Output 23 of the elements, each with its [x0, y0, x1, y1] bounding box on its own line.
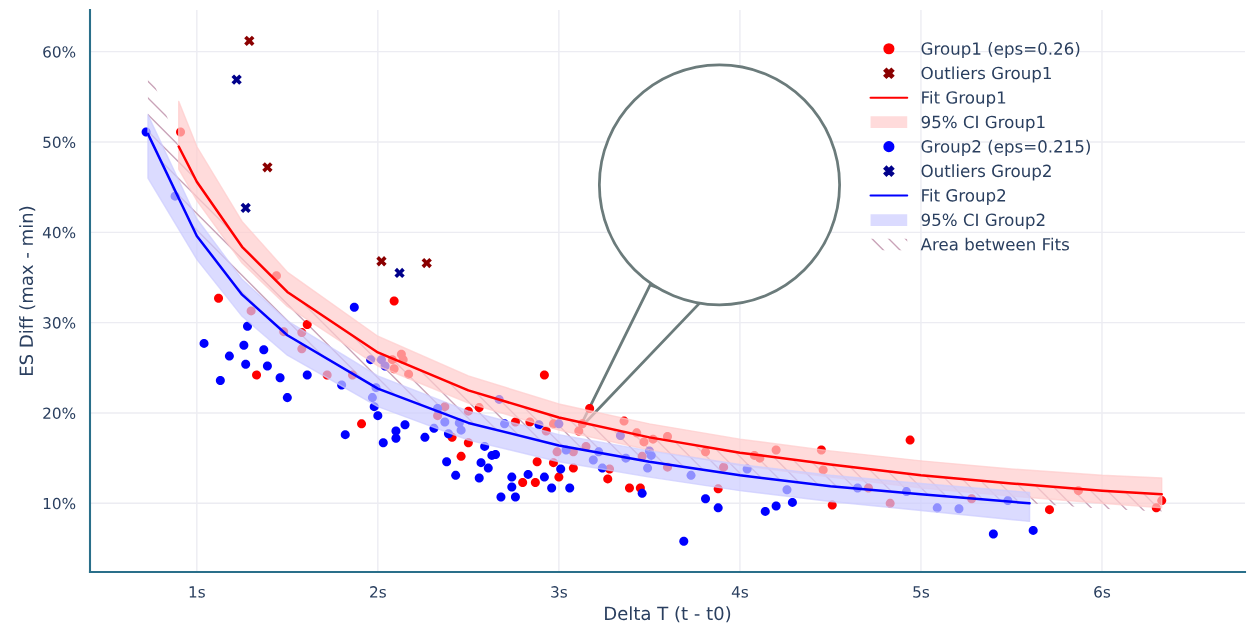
legend-label: Outliers Group2: [921, 164, 1051, 181]
x-tick-label: 6s: [1094, 586, 1111, 598]
legend-label: Group2 (eps=0.215): [921, 139, 1090, 156]
y-tick-label: 50%: [43, 136, 76, 149]
y-tick-label: 20%: [43, 407, 76, 419]
legend-label: 95% CI Group2: [921, 213, 1045, 230]
legend-label: Fit Group2: [922, 188, 1006, 205]
x-tick-label: 1s: [189, 586, 205, 598]
x-tick-label: 5s: [913, 586, 930, 598]
legend-label: Outliers Group1: [921, 66, 1051, 83]
y-tick-label: 10%: [43, 497, 76, 510]
y-tick-label: 60%: [43, 46, 76, 58]
y-tick-label: 30%: [43, 317, 76, 329]
legend-label: 95% CI Group1: [921, 115, 1045, 132]
y-tick-label: 40%: [42, 226, 76, 239]
x-tick-label: 4s: [731, 586, 749, 598]
legend-label: Fit Group1: [922, 90, 1006, 108]
y-axis-title: ES Diff (max - min): [19, 206, 36, 375]
x-axis-title: Delta T (t - t0): [605, 606, 731, 623]
x-tick-label: 3s: [551, 586, 567, 598]
legend-label: Group1 (eps=0.26): [921, 41, 1080, 59]
x-tick-label: 2s: [370, 586, 386, 598]
legend-label: Area between Fits: [920, 237, 1069, 251]
